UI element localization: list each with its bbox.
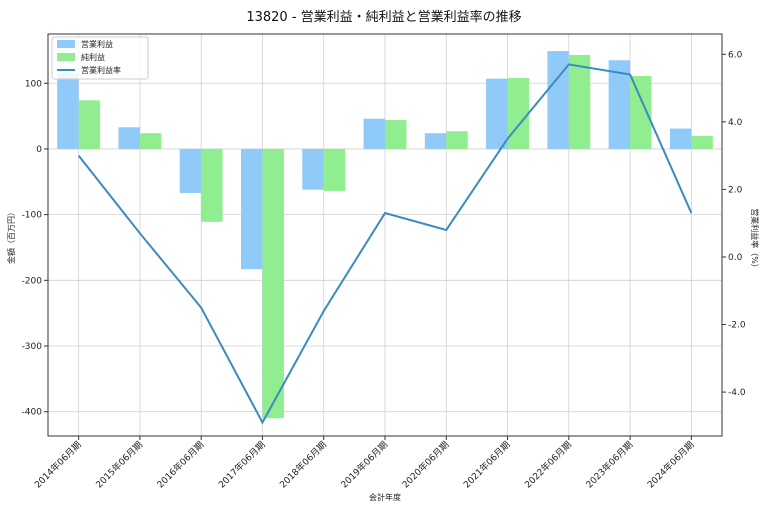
legend-label: 営業利益 — [81, 39, 113, 49]
y-tick-label: -300 — [22, 342, 43, 352]
bar-net-profit — [630, 76, 652, 149]
y-axis-ticks: 100 0 -100 -200 -300 -400 — [22, 79, 48, 418]
y-tick-label: -200 — [22, 276, 43, 286]
y2-axis-ticks: 6.0 4.0 2.0 0.0 -2.0 -4.0 — [722, 50, 746, 398]
bar-operating-profit — [241, 148, 263, 270]
x-tick-label: 2022年06月期 — [522, 439, 574, 491]
legend-box — [51, 36, 149, 80]
grid — [48, 34, 722, 436]
y2-tick-label: 0.0 — [728, 253, 743, 263]
y2-tick-label: 4.0 — [728, 118, 743, 128]
y-tick-label: -400 — [22, 408, 43, 418]
y2-tick-label: -4.0 — [728, 388, 746, 398]
x-tick-label: 2021年06月期 — [461, 439, 513, 491]
bar-net-profit — [201, 148, 223, 222]
x-tick-label: 2016年06月期 — [154, 439, 206, 491]
bar-net-profit — [385, 120, 407, 149]
bar-net-profit — [78, 100, 101, 149]
line-series — [77, 63, 693, 425]
y2-tick-label: -2.0 — [728, 321, 746, 331]
y2-tick-label: 2.0 — [728, 185, 743, 195]
x-axis-ticks: 2014年06月期 2015年06月期 2016年06月期 2017年06月期 2018… — [32, 436, 697, 491]
bar-operating-profit — [363, 118, 385, 149]
bar-net-profit — [139, 133, 162, 149]
bar-net-profit — [446, 131, 468, 149]
bar-net-profit — [507, 78, 529, 149]
bar-operating-profit — [424, 133, 447, 149]
operating-margin-line — [77, 63, 693, 425]
bar-operating-profit — [302, 148, 324, 190]
y2-tick-label: 6.0 — [728, 50, 743, 60]
bar-operating-profit — [486, 78, 508, 149]
legend-swatch — [57, 40, 75, 48]
x-tick-label: 2024年06月期 — [645, 439, 697, 491]
bar-operating-profit — [179, 148, 202, 193]
legend-label: 純利益 — [81, 52, 105, 62]
y-tick-label: 100 — [25, 79, 42, 89]
bar-net-profit — [323, 148, 346, 191]
x-axis-label: 会計年度 — [369, 492, 401, 502]
x-tick-label: 2023年06月期 — [583, 439, 635, 491]
x-tick-label: 2018年06月期 — [277, 439, 329, 491]
y2-axis-label: 営業利益率（%） — [750, 208, 760, 272]
x-tick-label: 2014年06月期 — [32, 439, 84, 491]
y-tick-label: -100 — [22, 211, 43, 221]
x-tick-label: 2020年06月期 — [400, 439, 452, 491]
bar-operating-profit — [608, 60, 631, 149]
bars — [57, 51, 713, 419]
bar-operating-profit — [547, 51, 569, 149]
bar-net-profit — [568, 55, 591, 149]
bar-operating-profit — [118, 127, 140, 149]
chart-title: 13820 - 営業利益・純利益と営業利益率の推移 — [246, 9, 521, 25]
bar-net-profit — [691, 135, 713, 149]
x-tick-label: 2015年06月期 — [93, 439, 145, 491]
x-tick-label: 2019年06月期 — [338, 439, 390, 491]
bar-operating-profit — [57, 73, 79, 149]
legend-label: 営業利益率 — [81, 65, 121, 75]
legend-swatch — [57, 53, 75, 61]
y-tick-label: 0 — [36, 145, 42, 155]
x-tick-label: 2017年06月期 — [216, 439, 268, 491]
bar-operating-profit — [669, 128, 692, 149]
y-axis-label: 金額（百万円） — [6, 208, 16, 264]
bar-net-profit — [262, 148, 284, 419]
